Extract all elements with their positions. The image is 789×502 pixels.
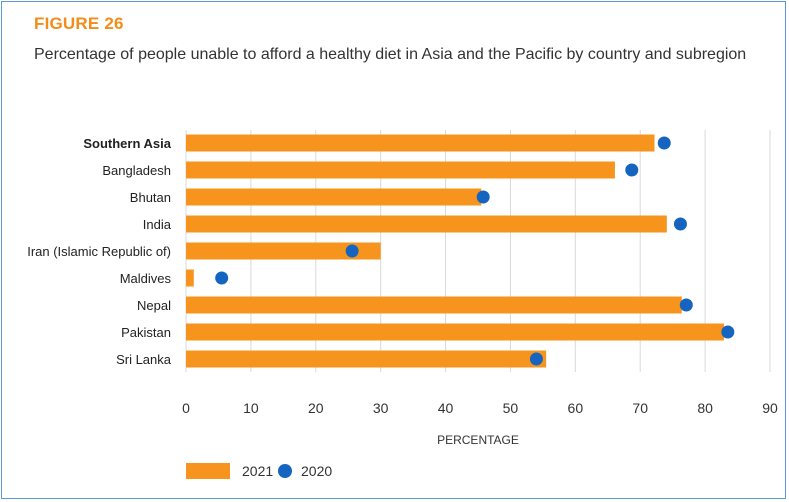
x-axis-title: PERCENTAGE	[437, 433, 519, 447]
legend-swatch-2021	[186, 463, 230, 479]
bar-2021	[186, 350, 547, 368]
figure-label: FIGURE 26	[34, 14, 124, 33]
x-tick-label: 60	[568, 400, 584, 416]
x-tick-label: 20	[308, 400, 324, 416]
bar-2021	[186, 188, 482, 206]
x-tick-labels: 0 10 20 30 40 50 60 70 80 90	[182, 400, 778, 416]
category-label: Maldives	[120, 271, 172, 286]
bar-2021	[186, 269, 194, 287]
x-tick-label: 90	[762, 400, 778, 416]
x-tick-label: 10	[243, 400, 259, 416]
x-tick-label: 40	[438, 400, 454, 416]
category-label: Nepal	[137, 298, 171, 313]
category-label: Bhutan	[130, 190, 171, 205]
x-tick-label: 80	[697, 400, 713, 416]
x-tick-label: 70	[632, 400, 648, 416]
dot-2020	[529, 352, 543, 366]
bar-2021	[186, 161, 615, 179]
legend: 2021 2020	[186, 463, 332, 479]
dot-2020	[721, 325, 735, 339]
dot-2020	[679, 298, 693, 312]
bar-2021	[186, 242, 381, 260]
category-label: Sri Lanka	[116, 352, 172, 367]
dot-2020	[345, 244, 359, 258]
bar-2021	[186, 296, 682, 314]
chart-title: Percentage of people unable to afford a …	[34, 46, 747, 63]
bar-2021	[186, 323, 724, 341]
x-tick-label: 30	[373, 400, 389, 416]
bar-2021	[186, 215, 667, 233]
category-label: Southern Asia	[83, 136, 171, 151]
dot-2020	[625, 163, 639, 177]
bar-2021	[186, 134, 655, 152]
dot-series-2020	[215, 136, 735, 366]
legend-swatch-2020	[278, 464, 292, 478]
category-label: Iran (Islamic Republic of)	[27, 244, 171, 259]
x-tick-label: 0	[182, 400, 190, 416]
legend-label-2021: 2021	[242, 463, 273, 479]
category-label: India	[143, 217, 172, 232]
dot-2020	[215, 271, 229, 285]
category-label: Bangladesh	[102, 163, 171, 178]
bar-series-2021	[186, 134, 724, 368]
legend-label-2020: 2020	[301, 463, 332, 479]
category-label: Pakistan	[121, 325, 171, 340]
dot-2020	[673, 217, 687, 231]
x-tick-label: 50	[503, 400, 519, 416]
dot-2020	[657, 136, 671, 150]
category-labels: Southern Asia Bangladesh Bhutan India Iran (…	[27, 136, 172, 367]
dot-2020	[476, 190, 490, 204]
